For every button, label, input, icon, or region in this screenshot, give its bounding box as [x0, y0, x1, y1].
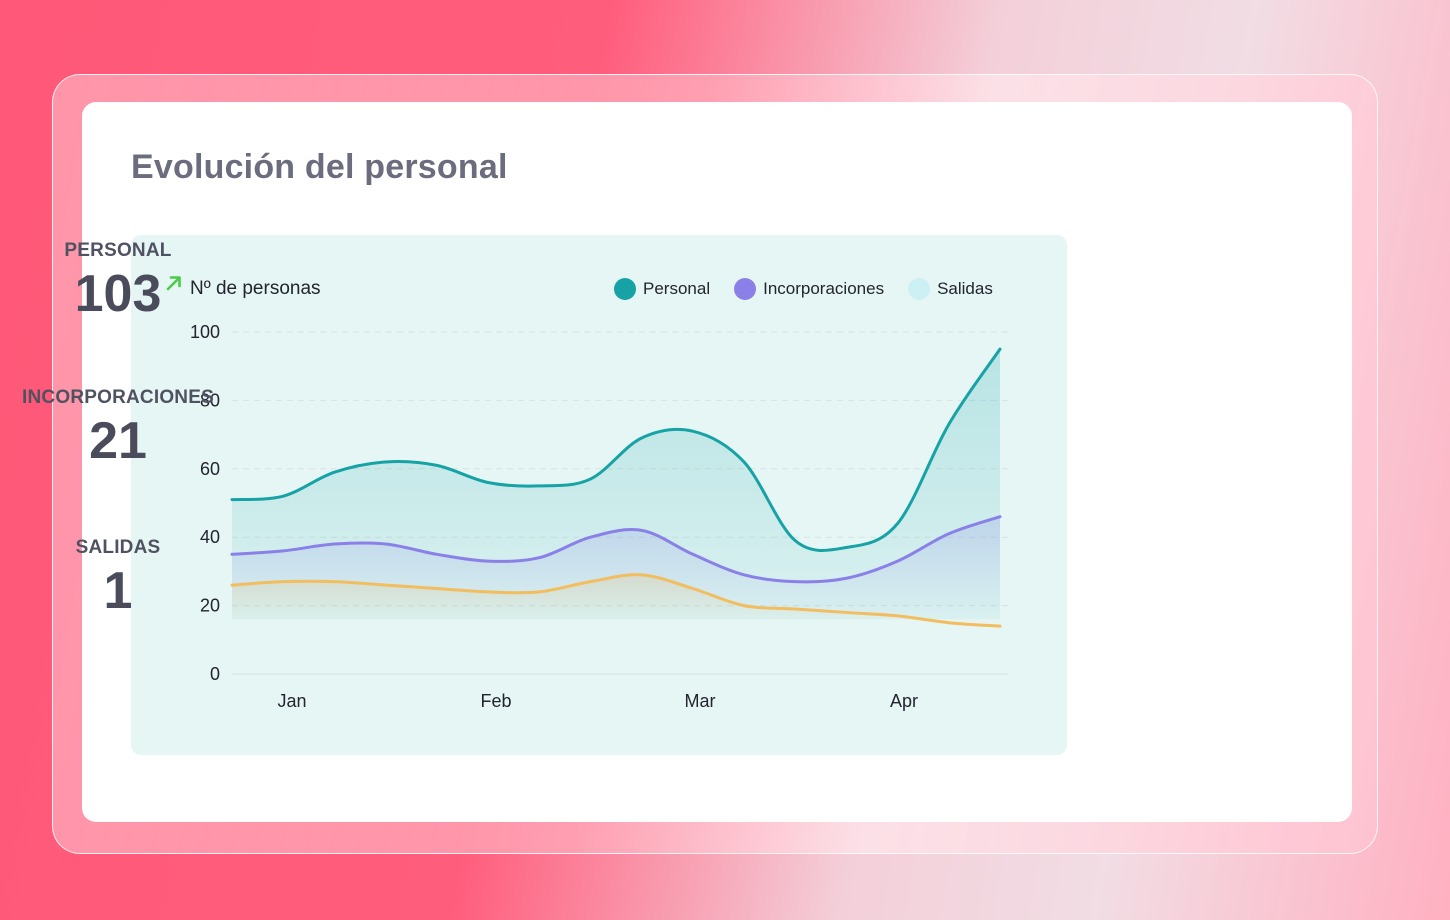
x-tick-label: Apr [890, 691, 918, 711]
area-fill-salidas [232, 574, 1000, 627]
trend-up-arrow-icon [167, 276, 182, 291]
stat-salidas: SALIDAS 1 [0, 537, 236, 621]
stat-label-incorporaciones: INCORPORACIONES [22, 387, 214, 408]
x-tick-label: Feb [480, 691, 511, 711]
y-tick-label: 80 [200, 390, 220, 410]
legend-label-personal: Personal [643, 279, 711, 298]
legend-dot-salidas [908, 278, 931, 300]
y-tick-label: 0 [210, 664, 220, 684]
y-tick-label: 60 [200, 459, 220, 479]
stat-value-personal: 103 [74, 264, 182, 324]
series-line-personal[interactable] [230, 347, 1002, 552]
legend-dot-incorporaciones [734, 278, 757, 300]
y-tick-label: 100 [190, 322, 220, 342]
legend-label-salidas: Salidas [937, 279, 993, 298]
series-line-salidas[interactable] [230, 573, 1002, 628]
legend-item-salidas[interactable]: Salidas [908, 278, 993, 300]
legend-dot-personal [614, 278, 636, 300]
stat-personal: PERSONAL 103 [0, 240, 236, 324]
y-tick-label: 20 [200, 596, 220, 616]
staff-evolution-chart: 0 20 40 60 80 100 Jan Feb Mar Apr [190, 322, 1008, 711]
legend-item-personal[interactable]: Personal [614, 278, 710, 300]
x-tick-label: Jan [277, 691, 306, 711]
series-line-incorporaciones[interactable] [230, 515, 1002, 584]
chart-legend: Personal Incorporaciones Salidas [614, 278, 993, 300]
y-tick-label: 40 [200, 527, 220, 547]
legend-label-incorporaciones: Incorporaciones [763, 279, 885, 298]
stat-label-personal: PERSONAL [64, 240, 172, 261]
stat-value-salidas: 1 [103, 562, 133, 620]
legend-item-incorporaciones[interactable]: Incorporaciones [734, 278, 884, 300]
card-title: Evolución del personal [131, 148, 508, 186]
stat-incorporaciones: INCORPORACIONES 21 [0, 387, 236, 471]
x-tick-label: Mar [685, 691, 716, 711]
stat-value-incorporaciones: 21 [89, 412, 147, 470]
stat-number-personal: 103 [74, 265, 162, 323]
y-axis-label: Nº de personas [190, 278, 321, 299]
stat-label-salidas: SALIDAS [75, 537, 161, 558]
